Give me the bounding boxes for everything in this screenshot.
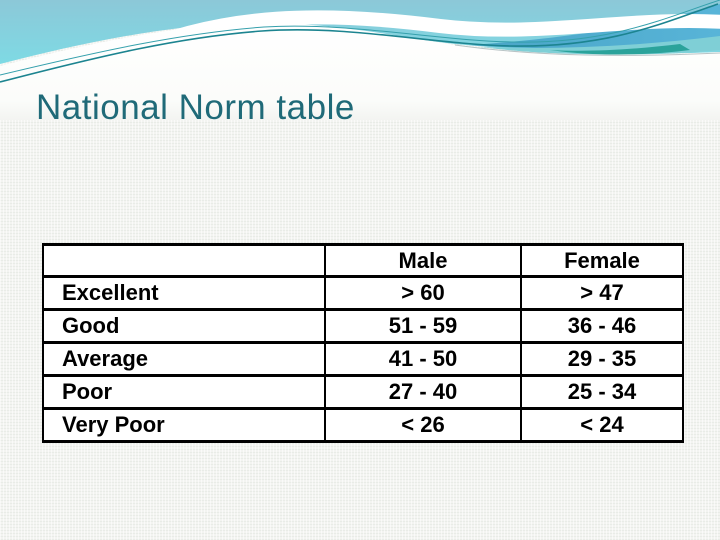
wave-pinstripe-light xyxy=(0,0,720,76)
table-header-male: Male xyxy=(324,243,522,278)
table-header-row: Male Female xyxy=(42,243,684,278)
female-value-cell: < 24 xyxy=(520,407,684,443)
table-row-good: Good 51 - 59 36 - 46 xyxy=(42,308,684,344)
male-value-cell: 41 - 50 xyxy=(324,341,522,377)
female-value-cell: 29 - 35 xyxy=(520,341,684,377)
table-row-very-poor: Very Poor < 26 < 24 xyxy=(42,407,684,443)
wave-pinstripe-gray xyxy=(454,44,720,56)
table-row-average: Average 41 - 50 29 - 35 xyxy=(42,341,684,377)
male-value-cell: 51 - 59 xyxy=(324,308,522,344)
male-value-cell: < 26 xyxy=(324,407,522,443)
female-value-cell: 36 - 46 xyxy=(520,308,684,344)
row-label-cell: Average xyxy=(42,341,326,377)
table-header-blank xyxy=(42,243,326,278)
wave-white-foreground xyxy=(0,22,720,120)
male-value-cell: 27 - 40 xyxy=(324,374,522,410)
wave-teal-accent xyxy=(550,44,690,55)
male-value-cell: > 60 xyxy=(324,275,522,311)
row-label-cell: Excellent xyxy=(42,275,326,311)
header-wave-graphic xyxy=(0,0,720,120)
slide-title: National Norm table xyxy=(36,88,355,127)
row-label-cell: Poor xyxy=(42,374,326,410)
table-row-excellent: Excellent > 60 > 47 xyxy=(42,275,684,311)
table-row-poor: Poor 27 - 40 25 - 34 xyxy=(42,374,684,410)
wave-pinstripe-dark xyxy=(0,3,719,83)
row-label-cell: Very Poor xyxy=(42,407,326,443)
female-value-cell: > 47 xyxy=(520,275,684,311)
national-norm-table: Male Female Excellent > 60 > 47 Good 51 … xyxy=(42,243,684,443)
row-label-cell: Good xyxy=(42,308,326,344)
wave-dark-blue-swoosh xyxy=(470,4,720,49)
female-value-cell: 25 - 34 xyxy=(520,374,684,410)
table-header-female: Female xyxy=(520,243,684,278)
